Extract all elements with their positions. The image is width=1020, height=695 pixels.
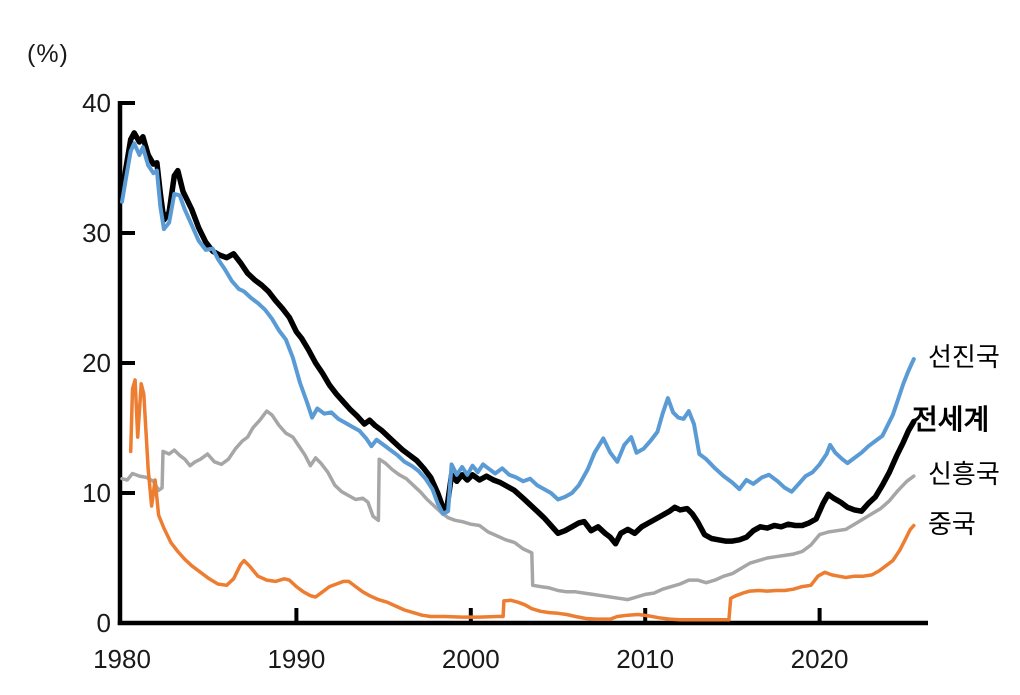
y-tick-label: 30 — [82, 218, 111, 248]
x-tick-label: 2000 — [442, 644, 500, 674]
series-line-world — [119, 130, 917, 547]
series-line-developed — [120, 141, 916, 516]
axes: 0 10 20 30 40 1980 1990 2000 2010 2020 — [82, 88, 928, 674]
y-tick-label: 0 — [97, 608, 111, 638]
x-tick-label: 2010 — [616, 644, 674, 674]
series-lines — [119, 130, 917, 622]
y-tick-label: 20 — [82, 348, 111, 378]
y-axis-unit-label: (%) — [27, 40, 69, 68]
series-label-china: 중국 — [928, 508, 976, 539]
x-tick-label: 1990 — [267, 644, 325, 674]
y-tick-label: 10 — [82, 478, 111, 508]
series-label-world: 전세계 — [912, 403, 990, 435]
series-line-emerging — [120, 409, 916, 602]
series-line-china — [128, 378, 916, 622]
x-tick-label: 1980 — [93, 644, 151, 674]
series-label-emerging: 신흥국 — [928, 459, 1000, 490]
x-tick-label: 2020 — [791, 644, 849, 674]
series-label-developed: 선진국 — [928, 342, 1000, 373]
y-tick-label: 40 — [82, 88, 111, 118]
